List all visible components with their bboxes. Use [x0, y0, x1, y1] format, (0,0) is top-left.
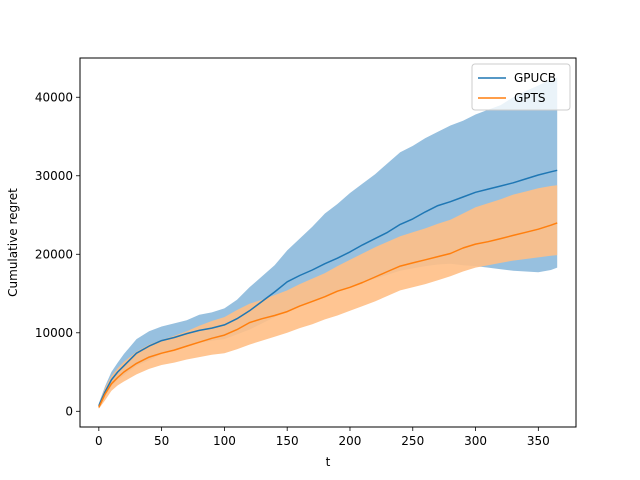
legend-gpucb-label: GPUCB	[514, 71, 556, 85]
y-axis-ticks: 0 10000 20000 30000 40000	[35, 90, 80, 418]
y-tick-label: 30000	[35, 169, 73, 183]
y-tick-label: 40000	[35, 90, 73, 104]
x-tick-label: 0	[95, 434, 103, 448]
legend-gpts-label: GPTS	[514, 91, 545, 105]
x-tick-label: 50	[154, 434, 169, 448]
x-tick-label: 250	[401, 434, 424, 448]
x-axis-label: t	[326, 455, 331, 469]
x-tick-label: 300	[464, 434, 487, 448]
y-tick-label: 20000	[35, 247, 73, 261]
x-axis-ticks: 0 50 100 150 200 250 300 350	[95, 427, 550, 448]
series-lines	[98, 169, 558, 408]
x-tick-label: 350	[527, 434, 550, 448]
gpts-band	[98, 185, 558, 409]
x-tick-label: 150	[276, 434, 299, 448]
x-tick-label: 100	[213, 434, 236, 448]
gpts-line	[98, 222, 558, 408]
plot-area-frame	[79, 57, 577, 428]
confidence-bands	[98, 77, 558, 409]
x-tick-label: 200	[339, 434, 362, 448]
y-tick-label: 0	[65, 404, 73, 418]
y-tick-label: 10000	[35, 326, 73, 340]
legend: GPUCB GPTS	[471, 63, 571, 111]
y-axis-label: Cumulative regret	[6, 188, 20, 297]
gpucb-line	[98, 169, 558, 407]
